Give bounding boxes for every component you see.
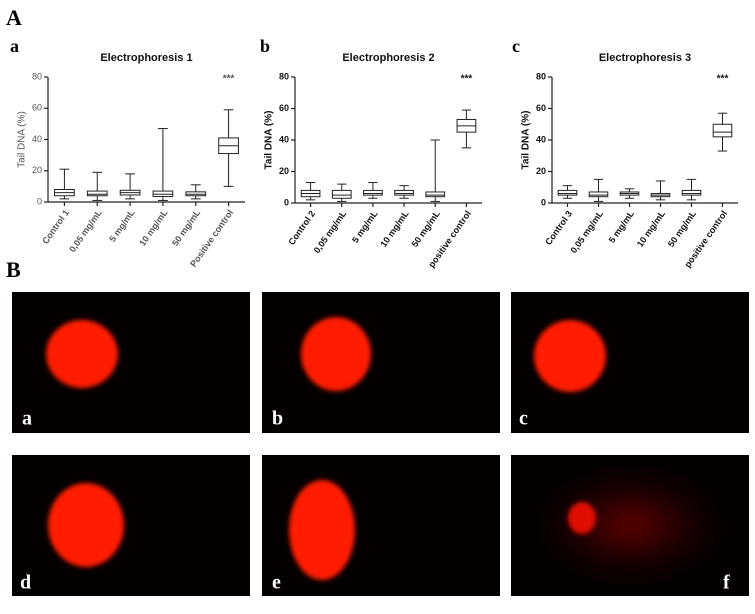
y-tick-label: 80	[536, 71, 546, 81]
x-tick-label: Control 2	[286, 209, 317, 247]
y-tick-label: 80	[279, 71, 289, 81]
x-tick-label: 50 mg/mL	[410, 208, 443, 249]
x-tick-label: Control 1	[40, 208, 71, 246]
y-tick-label: 0	[541, 197, 546, 207]
micrograph	[12, 455, 250, 596]
x-tick-label: 0,05 mg/mL	[312, 208, 349, 255]
panel-letter: B	[6, 257, 21, 282]
box	[363, 189, 383, 196]
x-tick-label: 50 mg/mL	[666, 208, 699, 249]
x-tick-label: 50 mg/mL	[170, 207, 203, 248]
y-tick-label: 20	[279, 166, 289, 176]
image-label: f	[723, 572, 730, 594]
box	[712, 123, 733, 138]
micrograph	[262, 292, 500, 433]
box	[588, 191, 609, 198]
micrograph	[511, 455, 749, 596]
y-tick-label: 80	[32, 71, 42, 81]
x-tick-label: 5 mg/mL	[607, 208, 637, 244]
y-tick-label: 40	[279, 134, 289, 144]
image-label: a	[22, 408, 32, 430]
annotation: ***	[461, 74, 473, 85]
y-tick-label: 0	[37, 196, 42, 206]
image-label: c	[519, 408, 528, 430]
micrograph	[12, 292, 250, 433]
box	[331, 189, 352, 199]
x-tick-label: 5 mg/mL	[350, 208, 380, 244]
panel-label: c	[512, 36, 520, 56]
x-tick-label: 0,05 mg/mL	[568, 208, 605, 255]
box	[557, 189, 578, 196]
annotation: ***	[717, 74, 729, 85]
y-tick-label: 40	[32, 134, 42, 144]
x-tick-label: 10 mg/mL	[378, 208, 411, 249]
x-tick-label: 10 mg/mL	[137, 207, 170, 248]
box	[86, 190, 108, 197]
y-tick-label: 40	[536, 134, 546, 144]
image-label: b	[272, 408, 283, 430]
x-tick-label: 10 mg/mL	[635, 208, 668, 249]
micrograph	[262, 455, 500, 596]
y-axis-label: Tail DNA (%)	[521, 111, 532, 170]
y-tick-label: 60	[32, 103, 42, 113]
chart-title: Electrophoresis 1	[100, 52, 192, 64]
y-tick-label: 20	[32, 165, 42, 175]
panel-letter: A	[6, 5, 22, 30]
annotation: ***	[223, 74, 235, 85]
panel-label: a	[10, 36, 19, 56]
image-label: e	[272, 572, 281, 594]
x-tick-label: 5 mg/mL	[107, 207, 137, 243]
chart-title: Electrophoresis 3	[599, 52, 691, 64]
box	[681, 189, 702, 196]
y-axis-label: Tail DNA (%)	[264, 111, 275, 170]
x-tick-label: 0,05 mg/mL	[67, 207, 104, 254]
y-tick-label: 20	[536, 166, 546, 176]
image-label: d	[20, 572, 31, 594]
y-tick-label: 60	[536, 103, 546, 113]
box	[425, 191, 446, 198]
micrograph	[511, 292, 749, 433]
box	[394, 189, 414, 196]
y-tick-label: 60	[279, 103, 289, 113]
x-tick-label: Control 3	[543, 209, 574, 247]
chart-title: Electrophoresis 2	[342, 52, 434, 64]
panel-label: b	[260, 36, 270, 56]
y-tick-label: 0	[284, 197, 289, 207]
y-axis-label: Tail DNA (%)	[17, 111, 28, 168]
